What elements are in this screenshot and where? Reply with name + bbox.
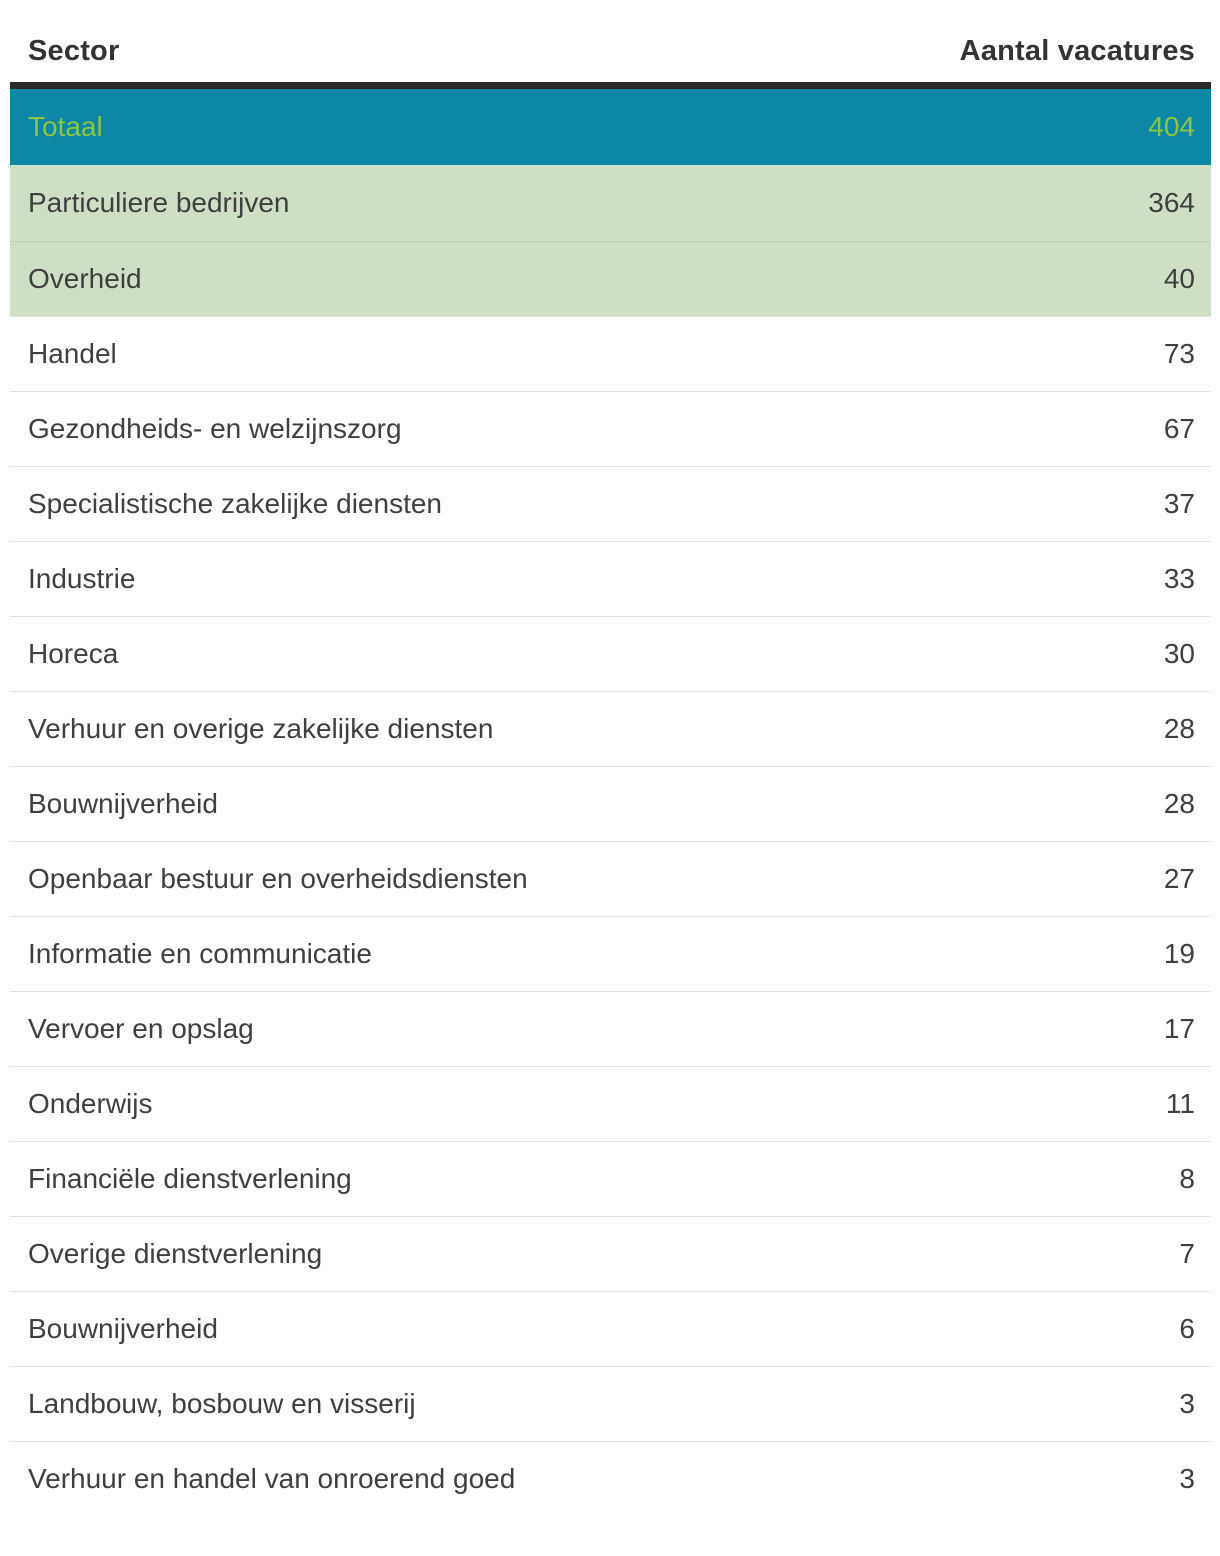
vacancies-count-cell: 404: [1148, 111, 1195, 142]
table-row: Totaal 404: [10, 89, 1211, 165]
table-row: Bouwnijverheid 28: [10, 766, 1211, 841]
sector-cell: Financiële dienstverlening: [28, 1163, 352, 1194]
sector-cell: Gezondheids- en welzijnszorg: [28, 413, 402, 444]
vacancies-count-cell: 3: [1179, 1388, 1195, 1419]
vacancies-count-cell: 27: [1163, 863, 1195, 894]
vacancies-count-cell: 67: [1163, 413, 1195, 444]
vacancies-count-cell: 30: [1163, 638, 1195, 669]
vacancies-count-cell: 19: [1163, 938, 1195, 969]
vacancies-count-cell: 3: [1179, 1463, 1195, 1494]
sector-cell: Verhuur en overige zakelijke diensten: [28, 713, 494, 744]
sector-cell: Openbaar bestuur en overheidsdiensten: [28, 863, 528, 894]
column-header-aantal-vacatures: Aantal vacatures: [959, 35, 1195, 67]
table-row: Verhuur en overige zakelijke diensten 28: [10, 691, 1211, 766]
sector-cell: Specialistische zakelijke diensten: [28, 488, 442, 519]
vacancies-count-cell: 364: [1148, 187, 1195, 218]
sector-cell: Landbouw, bosbouw en visserij: [28, 1388, 416, 1419]
column-header-sector: Sector: [28, 35, 120, 67]
vacancies-count-cell: 6: [1179, 1313, 1195, 1344]
table-row: Bouwnijverheid 6: [10, 1291, 1211, 1366]
sector-cell: Onderwijs: [28, 1088, 153, 1119]
sector-cell: Bouwnijverheid: [28, 1313, 218, 1344]
vacancies-count-cell: 73: [1163, 338, 1195, 369]
vacancies-count-cell: 28: [1163, 713, 1195, 744]
table-header-row: Sector Aantal vacatures: [10, 0, 1211, 89]
sector-cell: Overheid: [28, 263, 142, 294]
sector-cell: Overige dienstverlening: [28, 1238, 323, 1269]
table-row: Overige dienstverlening 7: [10, 1216, 1211, 1291]
vacancies-count-cell: 37: [1163, 488, 1195, 519]
sector-cell: Horeca: [28, 638, 119, 669]
table-row: Particuliere bedrijven 364: [10, 165, 1211, 241]
vacancies-count-cell: 33: [1163, 563, 1195, 594]
sector-cell: Informatie en communicatie: [28, 938, 372, 969]
vacancies-count-cell: 28: [1163, 788, 1195, 819]
table-row: Landbouw, bosbouw en visserij 3: [10, 1366, 1211, 1441]
vacancies-count-cell: 17: [1163, 1013, 1195, 1044]
table-row: Handel 73: [10, 316, 1211, 391]
sector-cell: Verhuur en handel van onroerend goed: [28, 1463, 516, 1494]
table-row: Verhuur en handel van onroerend goed 3: [10, 1441, 1211, 1516]
sector-cell: Vervoer en opslag: [28, 1013, 254, 1044]
sector-cell: Bouwnijverheid: [28, 788, 218, 819]
table-row: Informatie en communicatie 19: [10, 916, 1211, 991]
table-row: Gezondheids- en welzijnszorg 67: [10, 391, 1211, 466]
vacancies-count-cell: 40: [1163, 263, 1195, 294]
sector-cell: Handel: [28, 338, 117, 369]
sector-cell: Industrie: [28, 563, 136, 594]
table-row: Specialistische zakelijke diensten 37: [10, 466, 1211, 541]
sector-cell: Totaal: [28, 111, 103, 142]
vacancies-count-cell: 11: [1165, 1088, 1195, 1119]
table-row: Horeca 30: [10, 616, 1211, 691]
table-body: Totaal 404 Particuliere bedrijven 364 Ov…: [10, 89, 1211, 1516]
vacancies-count-cell: 8: [1179, 1163, 1195, 1194]
table-row: Onderwijs 11: [10, 1066, 1211, 1141]
table-row: Vervoer en opslag 17: [10, 991, 1211, 1066]
sector-cell: Particuliere bedrijven: [28, 187, 290, 218]
table-row: Overheid 40: [10, 241, 1211, 316]
table-row: Financiële dienstverlening 8: [10, 1141, 1211, 1216]
table-row: Openbaar bestuur en overheidsdiensten 27: [10, 841, 1211, 916]
table-row: Industrie 33: [10, 541, 1211, 616]
vacancies-count-cell: 7: [1179, 1238, 1195, 1269]
vacancies-table: Sector Aantal vacatures Totaal 404 Parti…: [10, 0, 1211, 1516]
